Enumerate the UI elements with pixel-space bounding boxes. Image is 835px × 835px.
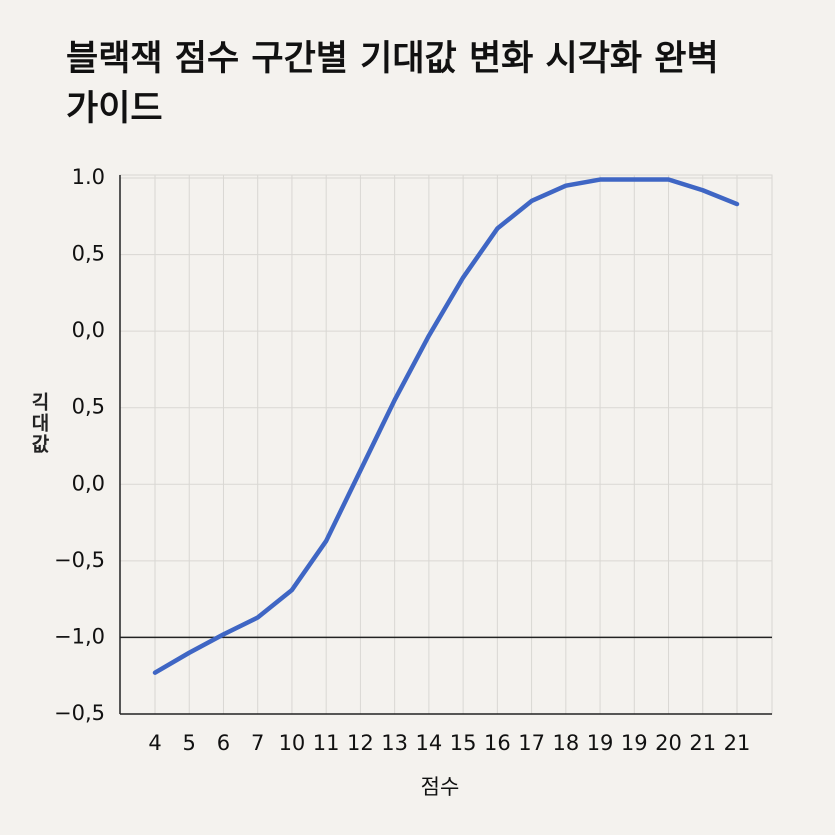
chart-title: 블랙잭 점수 구간별 기대값 변화 시각화 완벽 가이드 — [66, 39, 719, 129]
x-tick-label: 5 — [183, 731, 196, 755]
x-tick-label: 18 — [552, 731, 579, 755]
y-tick-label: −0,5 — [54, 548, 105, 572]
x-tick-label: 11 — [313, 731, 340, 755]
x-tick-label: 12 — [347, 731, 374, 755]
y-tick-label: 0,5 — [72, 242, 105, 266]
x-tick-label: 13 — [381, 731, 408, 755]
x-tick-label: 6 — [217, 731, 230, 755]
y-tick-label: 1.0 — [72, 165, 105, 189]
y-tick-label: −1,0 — [54, 624, 105, 648]
y-tick-label: −0,5 — [54, 701, 105, 725]
x-tick-label: 17 — [518, 731, 545, 755]
y-tick-label: 0,0 — [72, 318, 105, 342]
y-axis-label: 긱대값 — [28, 392, 50, 455]
y-tick-label: 0,0 — [72, 471, 105, 495]
x-tick-label: 4 — [148, 731, 161, 755]
x-tick-label: 15 — [450, 731, 477, 755]
x-tick-label: 16 — [484, 731, 511, 755]
x-tick-label: 19 — [621, 731, 648, 755]
data-line — [152, 177, 740, 675]
x-tick-label: 14 — [416, 731, 443, 755]
x-tick-label: 10 — [279, 731, 306, 755]
x-tick-label: 21 — [724, 731, 751, 755]
y-tick-label: 0,5 — [72, 395, 105, 419]
x-tick-label: 19 — [587, 731, 614, 755]
x-tick-label: 20 — [655, 731, 682, 755]
x-tick-label: 21 — [689, 731, 716, 755]
x-tick-label: 7 — [251, 731, 264, 755]
x-axis-label: 점수 — [421, 775, 460, 799]
plot-frame — [119, 174, 773, 715]
